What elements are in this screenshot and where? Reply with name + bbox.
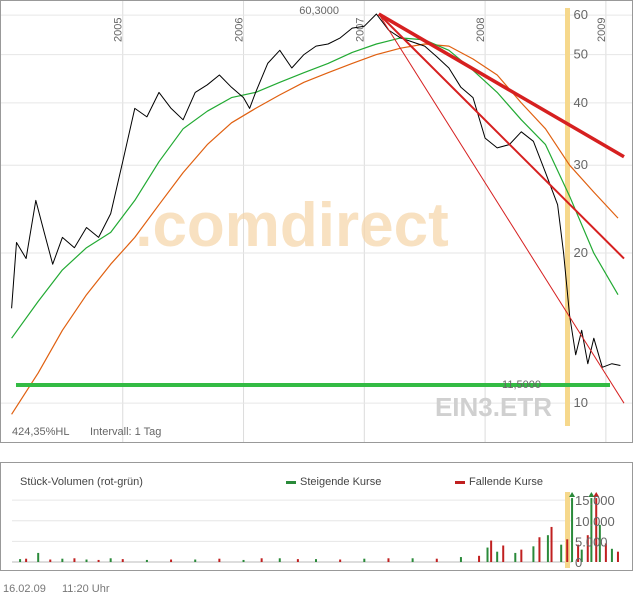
volume-tick-label: 15.000 [575, 493, 615, 508]
trend-line-medium [378, 13, 625, 260]
falling-volume-bar [170, 559, 173, 562]
falling-volume-bar [566, 539, 569, 562]
falling-volume-bar [73, 558, 76, 562]
falling-volume-bar [538, 537, 541, 562]
rising-volume-bar [315, 559, 317, 562]
rising-volume-bar [532, 546, 535, 562]
falling-volume-bar [218, 558, 221, 562]
falling-volume-bar [577, 544, 580, 562]
falling-volume-bar [550, 526, 553, 562]
symbol-label: EIN3.ETR [435, 392, 552, 422]
interval-info: Intervall: 1 Tag [90, 426, 161, 438]
year-tick-label: 2006 [234, 18, 246, 42]
legend-rising-label: Steigende Kurse [300, 476, 381, 488]
price-tick-label: 30 [574, 157, 588, 172]
volume-panel-frame [0, 462, 633, 571]
legend-falling-label: Fallende Kurse [469, 476, 543, 488]
rising-volume-bar [580, 549, 583, 562]
rising-volume-bar [109, 558, 112, 562]
range-info: 424,35%HL [12, 426, 70, 438]
rising-volume-bar [459, 557, 462, 562]
falling-volume-bar [595, 498, 598, 562]
current-date-marker [565, 8, 570, 426]
price-line [11, 13, 621, 368]
rising-volume-bar [546, 535, 549, 562]
rising-volume-bar [19, 559, 22, 562]
falling-volume-bar [25, 558, 28, 562]
falling-volume-bar [387, 558, 390, 562]
rising-volume-bar [61, 558, 64, 562]
year-tick-label: 2007 [354, 18, 366, 42]
overflow-arrow-icon [569, 492, 576, 497]
rising-volume-bar [411, 558, 414, 562]
rising-volume-bar [278, 558, 281, 562]
legend-falling-swatch [455, 481, 465, 484]
falling-volume-bar [490, 540, 493, 562]
falling-volume-bar [49, 559, 52, 562]
rising-volume-bar [496, 551, 499, 562]
rising-volume-bar [242, 559, 245, 562]
volume-y-axis: 0 5.000 10.000 15.000 [575, 493, 615, 570]
rising-volume-bar [560, 544, 563, 562]
falling-volume-bar [339, 559, 342, 562]
price-tick-label: 20 [574, 245, 588, 260]
price-tick-label: 10 [574, 395, 588, 410]
falling-volume-bar [520, 549, 523, 562]
year-labels: 2005 2006 2007 2008 2009 [113, 18, 608, 42]
price-series [11, 13, 621, 415]
falling-volume-bar [97, 559, 100, 562]
ma-short-line [11, 37, 619, 339]
rising-volume-bar [363, 558, 366, 562]
falling-volume-bar [502, 545, 505, 562]
price-tick-label: 60 [574, 7, 588, 22]
falling-volume-bar [296, 559, 299, 562]
year-tick-label: 2005 [113, 18, 125, 42]
overflow-arrow-icon [593, 492, 600, 497]
falling-volume-bar [260, 558, 263, 562]
ma-long-line [11, 43, 619, 415]
falling-volume-bar [121, 559, 124, 562]
falling-volume-bar [435, 558, 438, 562]
watermark-logo: .comdirect [135, 191, 449, 260]
rising-volume-bar [598, 524, 601, 562]
trend-line-thick [377, 12, 625, 159]
falling-volume-bar [604, 543, 607, 562]
rising-volume-bar [486, 547, 489, 562]
year-tick-label: 2009 [596, 18, 608, 42]
rising-volume-bar [145, 559, 148, 562]
price-grid [1, 1, 632, 442]
rising-volume-bar [37, 552, 40, 562]
price-y-axis: 10 20 30 40 50 60 [574, 7, 588, 410]
volume-tick-label: 10.000 [575, 514, 615, 529]
rising-volume-bar [571, 498, 574, 562]
volume-date-marker [565, 492, 570, 568]
year-tick-label: 2008 [475, 18, 487, 42]
rising-volume-bar [194, 559, 197, 562]
volume-bars [19, 492, 619, 562]
legend-rising-swatch [286, 481, 296, 484]
falling-volume-bar [616, 551, 619, 562]
low-label: 11,5000 [502, 379, 541, 391]
falling-volume-bar [478, 555, 481, 562]
overflow-arrow-icon [588, 492, 595, 497]
footer-time: 11:20 Uhr [62, 583, 110, 595]
rising-volume-bar [610, 548, 613, 562]
rising-volume-bar [85, 559, 88, 562]
volume-tick-label: 5.000 [575, 534, 608, 549]
price-tick-label: 40 [574, 95, 588, 110]
falling-volume-bar [586, 535, 589, 562]
trend-lines [377, 12, 625, 404]
price-panel-frame [0, 0, 633, 443]
volume-title: Stück-Volumen (rot-grün) [20, 476, 143, 488]
high-label: 60,3000 [299, 5, 339, 17]
volume-tick-label: 0 [575, 555, 582, 570]
price-tick-label: 50 [574, 47, 588, 62]
rising-volume-bar [514, 552, 517, 562]
footer-date: 16.02.09 [3, 583, 46, 595]
trend-line-thin [378, 13, 625, 404]
rising-volume-bar [590, 498, 593, 562]
